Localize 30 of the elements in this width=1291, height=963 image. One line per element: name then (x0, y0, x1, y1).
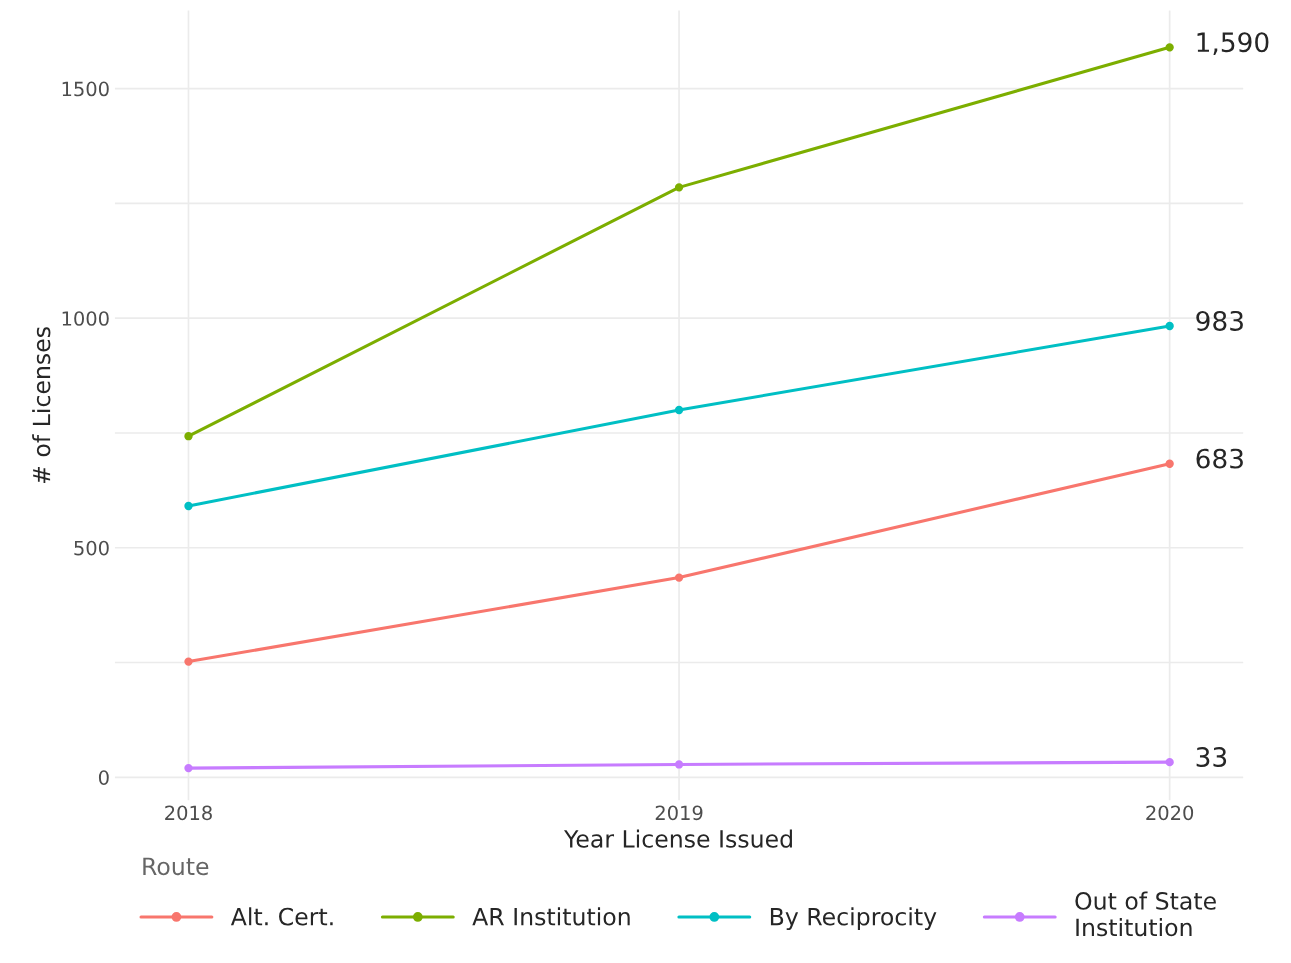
y-tick-label: 500 (74, 540, 109, 556)
x-tick-label: 2019 (655, 805, 703, 821)
x-tick-label: 2018 (165, 805, 212, 821)
legend-label: AR Institution (472, 907, 630, 926)
point (184, 657, 193, 666)
x-tick-label: 2020 (1146, 805, 1194, 821)
y-tick-label: 0 (98, 770, 109, 785)
data-label: 33 (1196, 747, 1227, 768)
point (674, 760, 684, 769)
point (674, 573, 684, 582)
legend-title: Route (143, 857, 209, 876)
point (184, 763, 193, 773)
point (674, 183, 684, 192)
legend-label: By Reciprocity (770, 907, 937, 931)
point (1165, 43, 1174, 52)
legend-label: Out of State Institution (1075, 891, 1216, 937)
data-label: 1,590 (1197, 32, 1269, 55)
data-label: 683 (1196, 448, 1243, 469)
legend-label: Alt. Cert. (230, 907, 333, 926)
point (184, 432, 193, 441)
point (1165, 757, 1174, 767)
point (1165, 321, 1174, 331)
data-label: 983 (1196, 310, 1243, 331)
point (184, 501, 193, 511)
point (674, 405, 684, 415)
y-axis-title: # of Licenses (32, 327, 51, 484)
y-tick-label: 1500 (62, 81, 109, 97)
y-tick-label: 1000 (62, 311, 109, 326)
x-axis-title: Year License Issued (563, 829, 792, 848)
point (1165, 459, 1174, 468)
